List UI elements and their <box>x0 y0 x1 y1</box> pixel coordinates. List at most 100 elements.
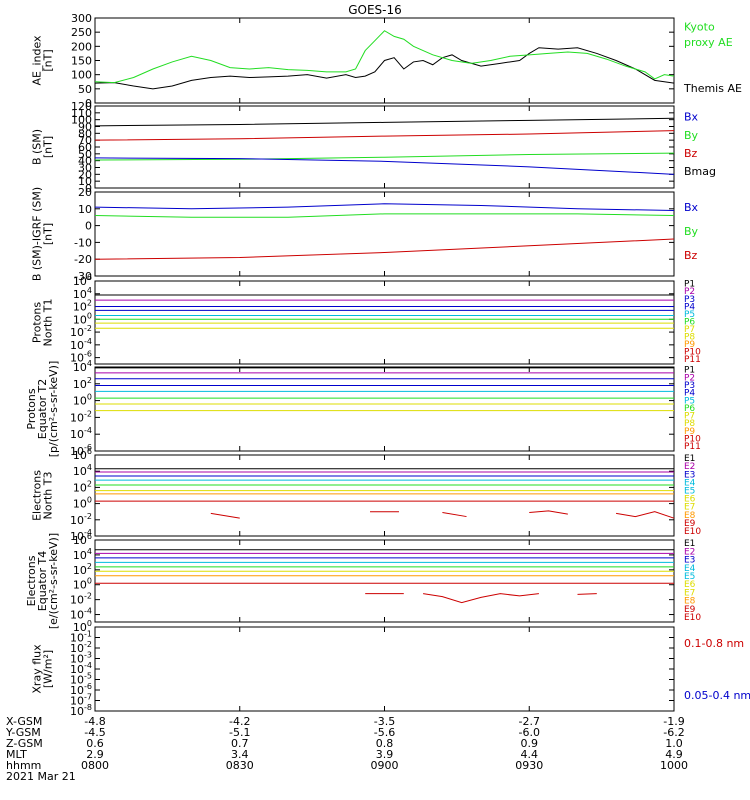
y-tick-label: 106 <box>73 447 92 462</box>
y-axis-label-line: Protons <box>25 388 38 429</box>
legend-p8: P8 <box>684 419 695 429</box>
ephemeris-value: 0.9 <box>521 737 539 750</box>
panel-frame <box>94 539 675 623</box>
y-axis-label-line: Equator T4 <box>36 551 49 611</box>
y-tick-exponent: 4 <box>87 463 92 472</box>
y-tick-label: 0 <box>85 97 92 110</box>
y-tick-label: 104 <box>73 359 92 374</box>
ephemeris-value: -2.7 <box>519 715 540 728</box>
y-tick-label: 300 <box>71 12 92 25</box>
panels: 050100150200250300AE_index[nT]Kyotoproxy… <box>25 12 750 718</box>
figure-title: GOES-16 <box>348 3 402 17</box>
ephemeris-value: 2.9 <box>86 748 104 761</box>
y-tick-label: 102 <box>73 376 92 391</box>
y-tick-label: 60 <box>78 141 92 154</box>
ephemeris-label: MLT <box>6 748 27 761</box>
legend-e3: E3 <box>684 556 695 566</box>
legend-p1: P1 <box>684 280 695 290</box>
ephemeris-value: 1.0 <box>665 737 683 750</box>
legend-by: By <box>684 225 699 238</box>
y-tick-label: 100 <box>71 69 92 82</box>
legend-e9: E9 <box>684 519 696 529</box>
x-axis-ephemeris: X-GSM -4.8 -4.2 -3.5 -2.7 -1.9 Y-GSM -4.5 -5.1 -5… <box>5 715 688 783</box>
y-tick-exponent: 2 <box>87 479 92 488</box>
series-By <box>94 213 675 218</box>
series-By <box>94 152 675 161</box>
y-axis-label: ProtonsNorth T1 <box>31 299 55 347</box>
y-tick-exponent: -1 <box>84 630 92 639</box>
y-tick-exponent: -4 <box>84 528 92 537</box>
legend-bz: Bz <box>684 147 698 160</box>
y-tick-label: 70 <box>78 134 92 147</box>
y-tick-label: 104 <box>73 547 92 562</box>
legend-p3: P3 <box>684 381 695 391</box>
y-tick-exponent: 0 <box>87 577 92 586</box>
y-axis-label: ElectronsEquator T4[e/(cm²-s-sr-keV)] <box>25 533 60 629</box>
legend-e2: E2 <box>684 547 695 557</box>
ephemeris-value: 0900 <box>371 759 399 772</box>
series-E9d <box>529 510 568 515</box>
legend-e10: E10 <box>684 527 701 537</box>
legend-e6: E6 <box>684 580 696 590</box>
y-tick-label: 0 <box>85 220 92 233</box>
ephemeris-value: 3.4 <box>231 748 249 761</box>
ephemeris-value: -4.8 <box>84 715 105 728</box>
legend-p7: P7 <box>684 412 695 422</box>
y-tick-label: 100 <box>73 496 92 511</box>
series-Themis AE <box>94 47 675 90</box>
legend-bz: Bz <box>684 249 698 262</box>
y-axis-label-line: Protons <box>31 302 44 343</box>
y-tick-label: 90 <box>78 121 92 134</box>
legend-themis-ae: Themis AE <box>683 82 742 95</box>
y-tick-label: 100 <box>73 577 92 592</box>
y-axis-label-line: [nT] <box>42 136 55 158</box>
legend-p3: P3 <box>684 295 695 305</box>
y-tick-exponent: -7 <box>84 693 92 702</box>
legend-p9: P9 <box>684 427 695 437</box>
y-tick-label: 200 <box>71 40 92 53</box>
ephemeris-value: 0930 <box>515 759 543 772</box>
panel-frame <box>94 191 675 277</box>
legend-0-1-0-8-nm: 0.1-0.8 nm <box>684 637 744 650</box>
ephemeris-value: -3.5 <box>374 715 395 728</box>
legend-e5: E5 <box>684 486 695 496</box>
y-tick-exponent: 6 <box>87 447 92 456</box>
legend-e9: E9 <box>684 605 696 615</box>
y-tick-exponent: -2 <box>84 640 92 649</box>
ephemeris-value: 0.8 <box>376 737 394 750</box>
ephemeris-value: 1000 <box>660 759 688 772</box>
legend-p1: P1 <box>684 366 695 376</box>
y-tick-label: -10 <box>74 236 92 249</box>
ephemeris-value: -6.0 <box>519 726 540 739</box>
ephemeris-label: Y-GSM <box>5 726 41 739</box>
series-E9e <box>616 511 675 519</box>
ephemeris-value: 4.4 <box>521 748 539 761</box>
legend-kyoto: Kyoto <box>684 20 715 33</box>
y-axis-label: ProtonsEquator T2[p/(cm²-s-sr-keV)] <box>25 361 60 458</box>
y-tick-label: 10-2 <box>70 512 92 527</box>
y-axis-label-line: B (SM)-IGRF (SM) <box>31 187 44 281</box>
ephemeris-value: -4.2 <box>229 715 250 728</box>
legend-0-05-0-4-nm: 0.05-0.4 nm <box>684 689 750 702</box>
ephemeris-value: -5.1 <box>229 726 250 739</box>
series-E9b <box>423 593 539 604</box>
panel-frame <box>94 626 675 712</box>
y-tick-exponent: -6 <box>84 443 92 452</box>
legend-e1: E1 <box>684 539 695 549</box>
legend-e6: E6 <box>684 495 696 505</box>
y-tick-exponent: -4 <box>84 337 92 346</box>
y-tick-exponent: 4 <box>87 547 92 556</box>
y-axis-label: AE_index[nT] <box>31 35 55 86</box>
legend-p2: P2 <box>684 373 695 383</box>
y-axis-label-line: AE_index <box>31 35 44 86</box>
y-tick-label: 250 <box>71 26 92 39</box>
y-tick-exponent: 6 <box>87 532 92 541</box>
legend-proxy-ae: proxy AE <box>684 36 733 49</box>
y-tick-label: 104 <box>73 463 92 478</box>
ephemeris-value: 0800 <box>81 759 109 772</box>
y-tick-label: 80 <box>78 127 92 140</box>
